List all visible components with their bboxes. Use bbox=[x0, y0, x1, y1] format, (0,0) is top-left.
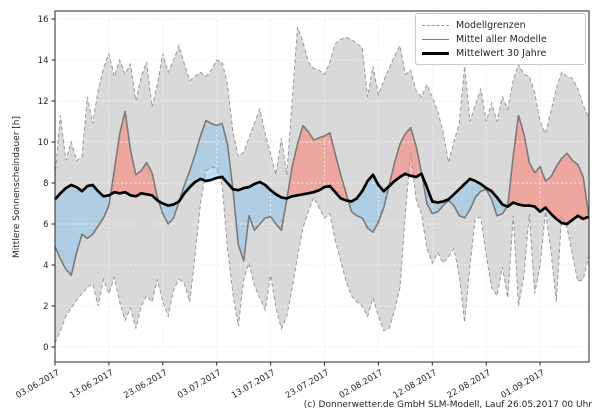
legend-label: Modellgrenzen bbox=[456, 19, 526, 31]
y-tick-label: 6 bbox=[43, 220, 48, 230]
legend-line-sample-dashed bbox=[422, 24, 449, 26]
y-axis-label: Mittlere Sonnenscheindauer [h] bbox=[12, 116, 22, 258]
x-tick-label: 22.08.2017 bbox=[446, 368, 493, 401]
y-tick-label: 14 bbox=[38, 56, 49, 66]
legend-line-sample-thick bbox=[422, 51, 449, 55]
model-range-upper-boundary bbox=[54, 27, 590, 177]
above-average-fill bbox=[286, 125, 349, 201]
y-tick-label: 2 bbox=[43, 302, 48, 312]
legend-line-sample-solid bbox=[422, 38, 449, 40]
y-tick-label: 10 bbox=[38, 138, 49, 148]
legend-item-thick: Mittelwert 30 Jahre bbox=[422, 46, 579, 60]
thirty-year-mean-line bbox=[53, 172, 590, 226]
y-tick-label: 16 bbox=[38, 15, 49, 25]
y-tick-label: 12 bbox=[38, 97, 49, 107]
legend-item-dashed: Modellgrenzen bbox=[422, 18, 579, 32]
y-tick-label: 0 bbox=[43, 343, 48, 353]
x-tick-label: 13.07.2017 bbox=[230, 368, 277, 401]
x-tick-label: 03.06.2017 bbox=[14, 368, 61, 401]
x-tick-label: 23.06.2017 bbox=[122, 368, 169, 401]
legend-label: Mittel aller Modelle bbox=[456, 33, 547, 45]
below-average-fill bbox=[421, 174, 508, 218]
x-tick-label: 23.07.2017 bbox=[284, 368, 331, 401]
y-tick-label: 8 bbox=[43, 179, 48, 189]
below-average-fill bbox=[158, 120, 287, 261]
y-tick-label: 4 bbox=[43, 261, 48, 271]
x-tick-label: 12.08.2017 bbox=[392, 368, 439, 401]
x-tick-label: 03.07.2017 bbox=[176, 368, 223, 401]
legend-item-solid: Mittel aller Modelle bbox=[422, 32, 579, 46]
above-average-fill bbox=[110, 111, 159, 202]
model-mean-line bbox=[54, 110, 590, 277]
x-tick-label: 02.08.2017 bbox=[338, 368, 385, 401]
copyright-text: (c) Donnerwetter.de GmbH SLM-Modell, Lau… bbox=[303, 400, 592, 410]
x-tick-label: 01.09.2017 bbox=[499, 368, 546, 401]
legend: Modellgrenzen Mittel aller Modelle Mittelw… bbox=[415, 13, 586, 65]
x-tick-label: 13.06.2017 bbox=[68, 368, 115, 401]
plot-frame bbox=[54, 10, 590, 363]
legend-label: Mittelwert 30 Jahre bbox=[456, 47, 547, 59]
model-range-lower-boundary bbox=[54, 152, 590, 344]
below-average-fill bbox=[55, 185, 111, 276]
above-average-fill bbox=[507, 115, 589, 224]
